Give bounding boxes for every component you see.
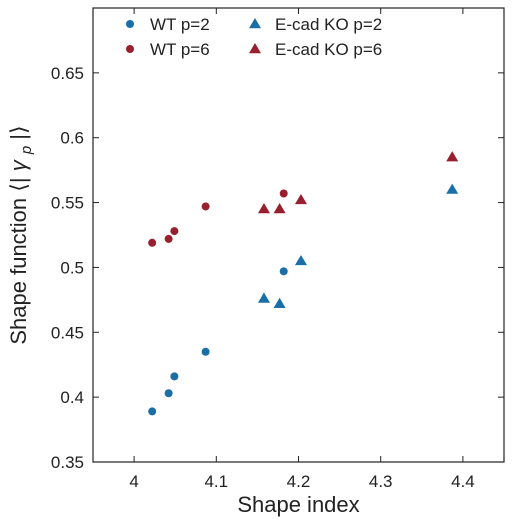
x-tick-label: 4.4 [451, 472, 475, 491]
y-axis-label-subscript: p [18, 146, 35, 155]
legend-entry: E-cad KO p=2 [275, 15, 382, 34]
legend-marker [126, 20, 134, 28]
data-point [257, 292, 270, 303]
y-tick-label: 0.5 [60, 258, 84, 277]
legend-marker [126, 45, 134, 53]
data-point [201, 347, 210, 356]
data-point [257, 203, 270, 214]
y-tick-label: 0.65 [51, 64, 84, 83]
data-point [148, 238, 157, 247]
y-tick-labels: 0.35 0.4 0.45 0.5 0.55 0.6 0.65 [51, 64, 84, 472]
data-point [170, 227, 179, 236]
y-tick-label: 0.6 [60, 129, 84, 148]
series-e-cad-ko-p-2 [257, 183, 459, 308]
y-axis-label: Shape function ⟨| γ p |⟩ [6, 125, 36, 344]
x-tick-label: 4.2 [287, 472, 311, 491]
y-tick-label: 0.45 [51, 323, 84, 342]
plot-area [92, 7, 505, 463]
legend: WT p=2 WT p=6 E-cad KO p=2 E-cad KO p=6 [126, 15, 382, 59]
data-point [164, 234, 173, 243]
legend-marker [249, 18, 261, 29]
data-points [148, 151, 459, 416]
legend-entry: WT p=6 [150, 40, 210, 59]
data-point [273, 203, 286, 214]
data-point [279, 189, 288, 198]
data-point [164, 389, 173, 398]
data-point [294, 193, 307, 205]
x-tick-labels: 4 4.1 4.2 4.3 4.4 [129, 472, 474, 491]
y-axis-label-open-bracket: ⟨| [6, 177, 31, 191]
x-tick-label: 4 [129, 472, 138, 491]
legend-entry: WT p=2 [150, 15, 210, 34]
axis-ticks [93, 8, 504, 463]
data-point [294, 254, 307, 266]
data-point [148, 407, 157, 416]
x-axis-label: Shape index [237, 492, 359, 517]
y-axis-label-close-bracket: |⟩ [6, 125, 31, 139]
x-tick-label: 4.1 [204, 472, 228, 491]
series-wt-p-2 [148, 267, 288, 416]
legend-marker [249, 43, 261, 54]
data-point [446, 183, 459, 194]
y-tick-label: 0.35 [51, 453, 84, 472]
data-point [446, 151, 459, 162]
series-e-cad-ko-p-6 [257, 151, 459, 214]
x-tick-label: 4.3 [369, 472, 393, 491]
data-point [170, 372, 179, 381]
data-point [273, 297, 286, 308]
y-axis-label-symbol: γ [6, 158, 31, 171]
y-axis-label-main: Shape function [6, 198, 31, 345]
series-wt-p-6 [148, 189, 288, 247]
y-tick-label: 0.4 [60, 388, 84, 407]
data-point [201, 202, 210, 211]
data-point [279, 267, 288, 276]
legend-entry: E-cad KO p=6 [275, 40, 382, 59]
y-tick-label: 0.55 [51, 194, 84, 213]
